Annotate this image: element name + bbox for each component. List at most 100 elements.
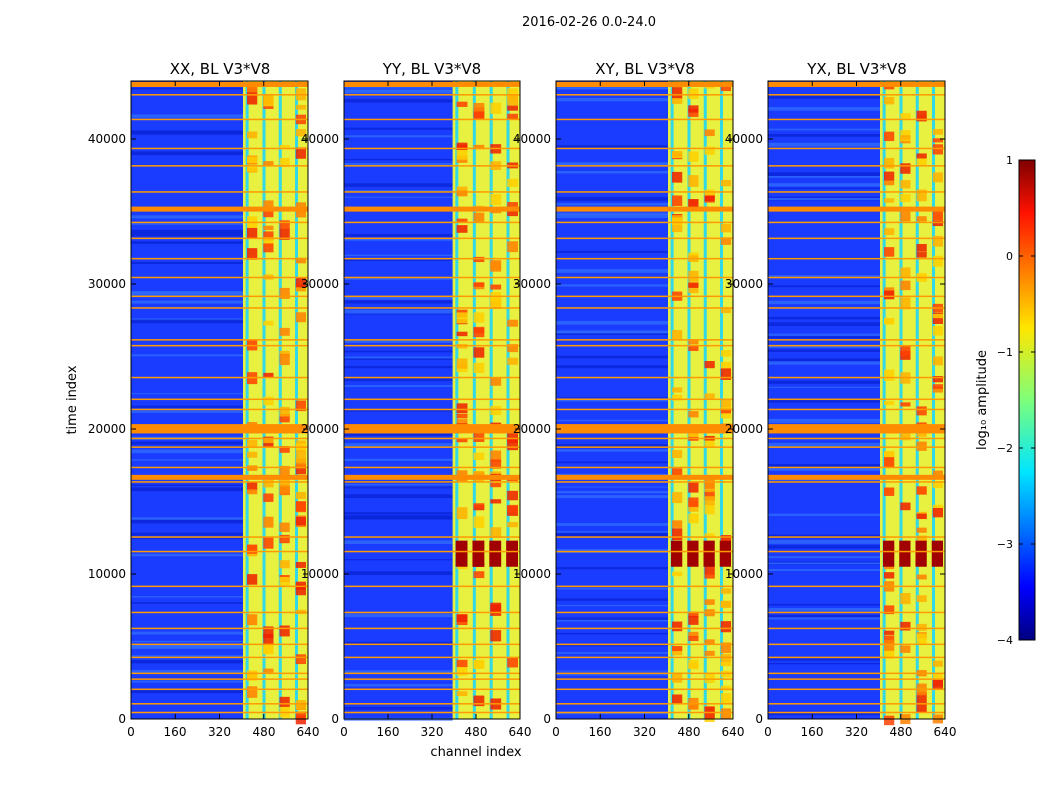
flagged-row <box>768 191 945 193</box>
rfi-patch <box>916 406 927 416</box>
flagged-row <box>556 536 733 538</box>
noise-row <box>131 318 244 321</box>
flagged-row <box>131 711 308 714</box>
flagged-band <box>768 474 945 480</box>
rfi-patch <box>279 157 290 167</box>
rfi-patch <box>688 659 699 670</box>
rfi-patch <box>263 493 274 502</box>
noise-row <box>131 536 244 540</box>
noise-row <box>768 614 881 618</box>
panel-yx: YX, BL V3*V8 0 160 320 480 640 0 10000 2… <box>725 60 957 739</box>
rfi-patch <box>456 413 468 419</box>
flagged-row <box>131 408 308 411</box>
y-tick-label: 0 <box>118 712 126 726</box>
rfi-patch <box>932 138 943 143</box>
heatmap-plot <box>556 81 733 722</box>
noise-row <box>556 531 669 533</box>
noise-row <box>344 358 453 360</box>
rfi-patch <box>720 237 731 245</box>
flagged-row <box>768 703 945 705</box>
rfi-patch <box>720 621 731 633</box>
noise-row <box>131 655 244 657</box>
flagged-row <box>131 165 308 167</box>
rfi-patch <box>456 331 468 337</box>
x-tick-label: 160 <box>801 725 824 739</box>
rfi-patch <box>507 439 518 451</box>
noise-row <box>344 196 453 198</box>
rfi-patch <box>720 642 731 654</box>
rfi-patch <box>704 194 715 202</box>
flagged-row <box>344 147 520 150</box>
flagged-band <box>131 428 308 434</box>
rfi-patch <box>279 696 290 707</box>
rfi-patch <box>900 502 911 511</box>
rfi-patch <box>456 186 468 194</box>
hot-spot <box>671 540 683 567</box>
flagged-row <box>344 585 520 588</box>
y-tick-label: 40000 <box>725 132 763 146</box>
noise-row <box>131 487 244 492</box>
flagged-row <box>768 339 945 341</box>
noise-row <box>344 706 453 710</box>
noise-row <box>344 365 453 369</box>
rfi-patch <box>900 402 911 407</box>
rfi-patch <box>490 459 502 469</box>
hot-spot <box>883 540 895 567</box>
hot-spot <box>455 540 468 567</box>
flagged-row <box>556 165 733 167</box>
rfi-patch <box>456 312 468 324</box>
flagged-row <box>556 672 733 675</box>
rfi-patch <box>295 128 306 137</box>
rfi-patch <box>473 452 485 460</box>
noise-row <box>768 361 881 365</box>
hot-spot <box>915 540 927 567</box>
flagged-row <box>768 466 945 469</box>
noise-row <box>131 484 244 486</box>
rfi-patch <box>672 492 683 504</box>
flagged-row <box>131 672 308 675</box>
rfi-patch <box>916 704 927 713</box>
noise-row <box>344 276 453 280</box>
noise-row <box>768 569 881 571</box>
colorbar-tick-label: −2 <box>997 442 1013 455</box>
rfi-patch <box>473 516 485 528</box>
rfi-patch <box>688 411 699 418</box>
noise-row <box>344 684 453 687</box>
rfi-patch <box>247 686 258 698</box>
rfi-patch <box>720 350 731 357</box>
rfi-patch <box>473 431 485 442</box>
noise-row <box>556 670 669 672</box>
rfi-patch <box>688 615 699 625</box>
noise-row <box>344 190 453 192</box>
flagged-row <box>768 688 945 691</box>
noise-row <box>556 269 669 273</box>
noise-row <box>131 410 244 413</box>
rfi-patch <box>704 673 715 683</box>
rfi-patch <box>507 210 518 217</box>
rfi-patch <box>672 571 683 577</box>
noise-row <box>131 517 244 520</box>
noise-row <box>556 523 669 526</box>
rfi-patch <box>295 501 306 512</box>
flagged-row <box>556 437 733 440</box>
rfi-patch <box>490 471 502 476</box>
noise-row <box>344 432 453 436</box>
hot-spot <box>472 540 485 567</box>
rfi-patch <box>456 403 468 414</box>
rfi-patch <box>932 209 943 221</box>
rfi-patch <box>263 95 274 107</box>
flagged-row <box>131 550 308 553</box>
rfi-patch <box>672 528 683 541</box>
flagged-row <box>768 344 945 347</box>
rfi-patch <box>916 513 927 519</box>
rfi-patch <box>473 326 485 338</box>
rfi-patch <box>490 630 502 642</box>
noise-row <box>131 232 244 237</box>
rfi-patch <box>884 369 895 381</box>
flagged-row <box>556 611 733 614</box>
rfi-patch <box>507 357 518 365</box>
flagged-row <box>768 627 945 630</box>
rfi-patch <box>916 623 927 631</box>
rfi-patch <box>295 312 306 323</box>
y-tick-label: 10000 <box>725 567 763 581</box>
